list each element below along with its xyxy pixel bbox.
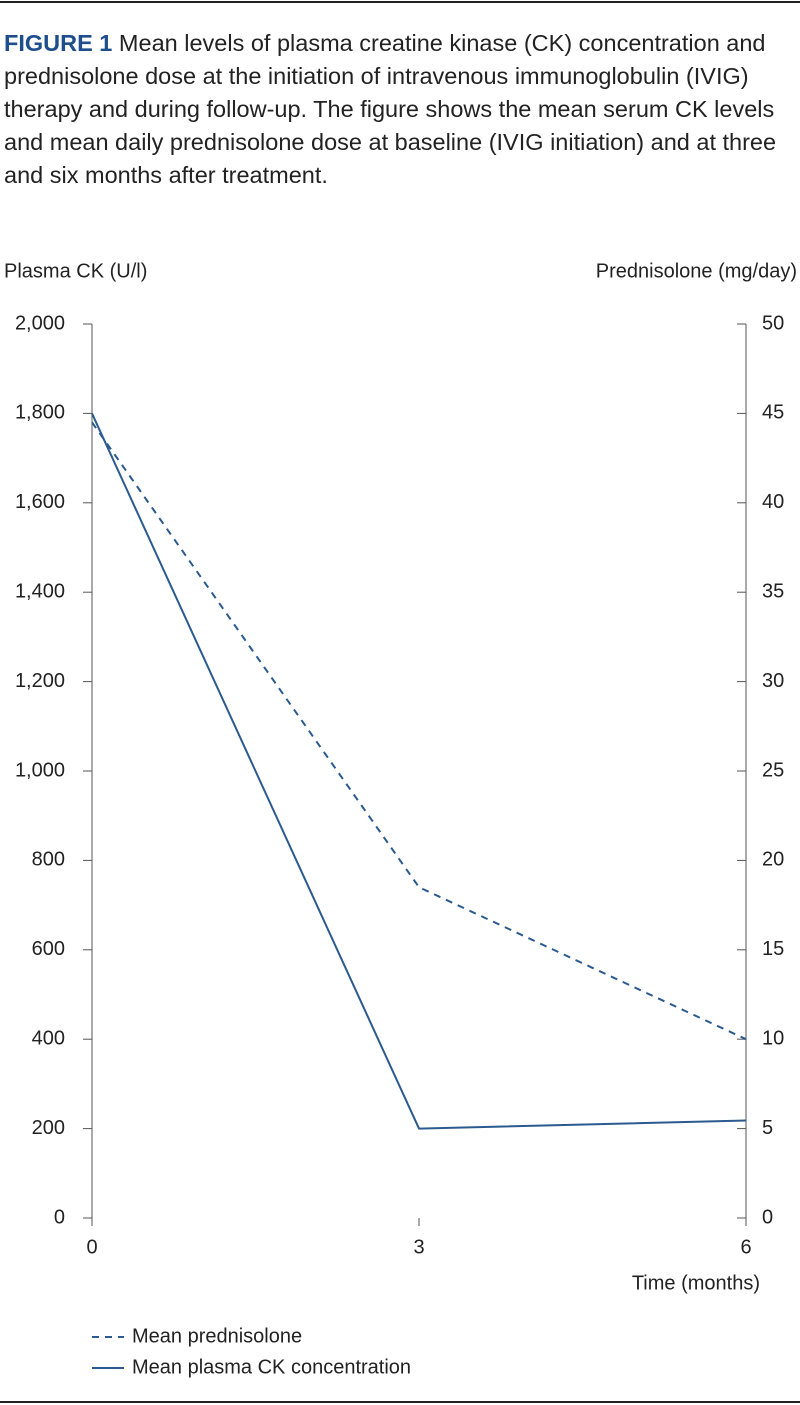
y-tick-label: 200 [32, 1117, 65, 1139]
legend-label: Mean prednisolone [132, 1325, 302, 1347]
series-line [91, 421, 747, 1041]
caption: FIGURE 1 Mean levels of plasma creatine … [4, 27, 800, 192]
y-tick-label: 2,000 [15, 312, 65, 334]
y-tick-label: 1,000 [15, 759, 65, 781]
y2-tick-label: 40 [762, 491, 784, 513]
y2-tick-label: 10 [762, 1027, 784, 1049]
y2-tick-label: 45 [762, 402, 784, 424]
y-tick-label: 800 [32, 849, 65, 871]
y-tick-label: 1,600 [15, 491, 65, 513]
caption-label: FIGURE 1 [4, 30, 113, 56]
caption-text: Mean levels of plasma creatine kinase (C… [4, 30, 777, 188]
x-axis-title: Time (months) [632, 1272, 760, 1294]
y-tick-label: 1,400 [15, 580, 65, 602]
x-tick-label: 0 [86, 1236, 97, 1258]
y2-tick-label: 50 [762, 312, 784, 334]
y2-tick-label: 25 [762, 759, 784, 781]
y2-axis-title: Prednisolone (mg/day) [596, 260, 797, 282]
y-tick-label: 400 [32, 1027, 65, 1049]
series-line [91, 412, 747, 1130]
y2-tick-label: 0 [762, 1206, 773, 1228]
y-axis-title: Plasma CK (U/l) [4, 260, 147, 282]
x-tick-label: 3 [413, 1236, 424, 1258]
y-tick-label: 0 [54, 1206, 65, 1228]
y2-tick-label: 20 [762, 849, 784, 871]
legend-label: Mean plasma CK concentration [132, 1356, 411, 1378]
y2-tick-label: 5 [762, 1117, 773, 1139]
x-tick-label: 6 [740, 1236, 751, 1258]
y-tick-label: 1,800 [15, 402, 65, 424]
y2-tick-label: 35 [762, 580, 784, 602]
y-tick-label: 600 [32, 938, 65, 960]
y2-tick-label: 30 [762, 670, 784, 692]
y-tick-label: 1,200 [15, 670, 65, 692]
y2-tick-label: 15 [762, 938, 784, 960]
